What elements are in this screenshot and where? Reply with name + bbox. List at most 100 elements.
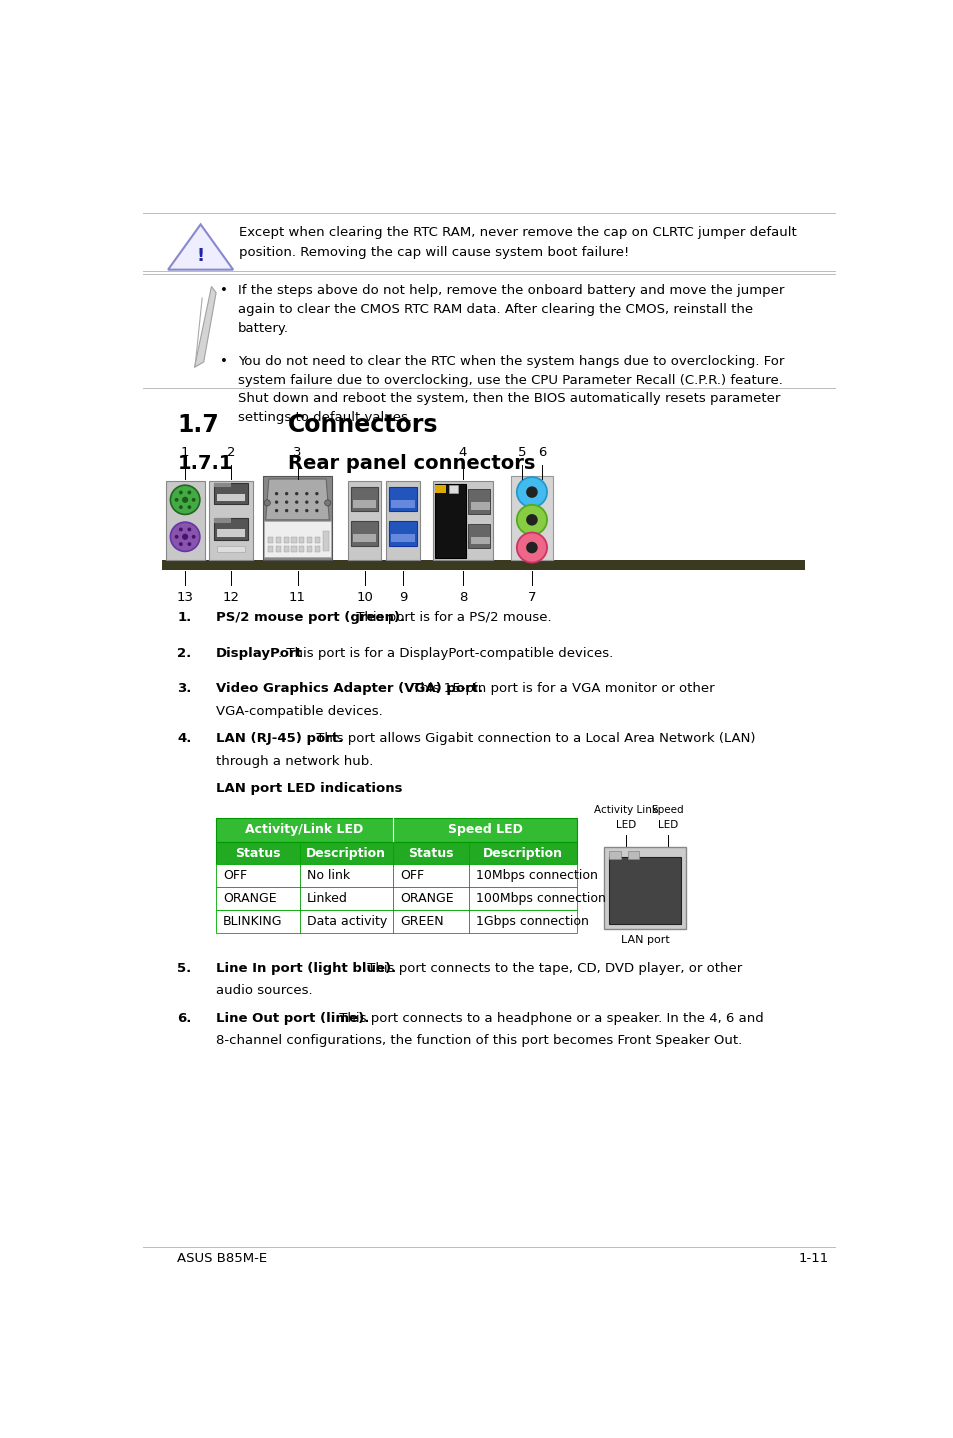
Circle shape <box>517 532 546 562</box>
Bar <box>209 480 253 559</box>
Bar <box>351 522 377 546</box>
Bar <box>275 536 281 544</box>
Text: settings to default values.: settings to default values. <box>237 411 412 424</box>
Bar <box>262 476 332 559</box>
Text: Description: Description <box>482 847 562 860</box>
Bar <box>213 518 248 539</box>
Text: Shut down and reboot the system, then the BIOS automatically resets parameter: Shut down and reboot the system, then th… <box>237 393 780 406</box>
Circle shape <box>182 533 188 539</box>
Text: LAN port LED indications: LAN port LED indications <box>216 782 402 795</box>
Bar <box>213 518 231 523</box>
Text: 4.: 4. <box>177 732 192 745</box>
Circle shape <box>314 492 318 495</box>
Circle shape <box>174 535 178 539</box>
Polygon shape <box>266 479 329 519</box>
Text: •: • <box>220 285 228 298</box>
Text: Speed LED: Speed LED <box>447 824 522 837</box>
Bar <box>216 910 577 932</box>
Bar <box>470 502 490 510</box>
Text: Line Out port (lime).: Line Out port (lime). <box>216 1012 369 1025</box>
Text: ORANGE: ORANGE <box>399 892 453 905</box>
Text: Speed: Speed <box>651 805 683 815</box>
Text: This port is for a PS/2 mouse.: This port is for a PS/2 mouse. <box>352 611 551 624</box>
Text: Activity/Link LED: Activity/Link LED <box>245 824 363 837</box>
Text: PS/2 mouse port (green).: PS/2 mouse port (green). <box>216 611 405 624</box>
Text: Line In port (light blue).: Line In port (light blue). <box>216 962 395 975</box>
Bar <box>348 480 381 559</box>
Bar <box>468 489 490 513</box>
Text: Connectors: Connectors <box>288 413 438 437</box>
Circle shape <box>305 492 308 495</box>
Circle shape <box>525 542 537 554</box>
Text: audio sources.: audio sources. <box>216 985 313 998</box>
Bar <box>298 536 304 544</box>
Bar <box>385 480 419 559</box>
Circle shape <box>187 542 192 546</box>
Text: VGA-compatible devices.: VGA-compatible devices. <box>216 705 382 718</box>
Text: BLINKING: BLINKING <box>223 915 282 928</box>
Bar <box>389 522 416 546</box>
Text: ORANGE: ORANGE <box>223 892 276 905</box>
Circle shape <box>305 500 308 503</box>
Bar <box>291 546 296 552</box>
Circle shape <box>174 498 178 502</box>
Text: 13: 13 <box>176 591 193 604</box>
Circle shape <box>285 500 288 503</box>
Text: Description: Description <box>306 847 386 860</box>
Bar <box>216 493 245 502</box>
Text: If the steps above do not help, remove the onboard battery and move the jumper: If the steps above do not help, remove t… <box>237 285 783 298</box>
Text: 1.: 1. <box>177 611 192 624</box>
Bar <box>216 546 245 552</box>
Text: 8-channel configurations, the function of this port becomes Front Speaker Out.: 8-channel configurations, the function o… <box>216 1034 741 1047</box>
Text: GREEN: GREEN <box>399 915 443 928</box>
Circle shape <box>192 498 195 502</box>
Text: 6.: 6. <box>177 1012 192 1025</box>
Circle shape <box>192 535 195 539</box>
Text: 3: 3 <box>293 446 301 459</box>
Circle shape <box>182 496 188 503</box>
Bar <box>314 546 319 552</box>
Bar <box>608 851 620 858</box>
Circle shape <box>187 528 192 532</box>
Bar <box>216 887 577 910</box>
Circle shape <box>179 542 183 546</box>
Circle shape <box>187 505 192 509</box>
Bar <box>213 483 248 505</box>
Circle shape <box>314 509 318 512</box>
Text: 5: 5 <box>517 446 525 459</box>
Text: This port connects to a headphone or a speaker. In the 4, 6 and: This port connects to a headphone or a s… <box>335 1012 763 1025</box>
Bar <box>307 546 312 552</box>
Text: Data activity: Data activity <box>307 915 387 928</box>
Circle shape <box>171 485 199 515</box>
Bar <box>162 559 804 569</box>
Circle shape <box>314 500 318 503</box>
Bar <box>283 546 289 552</box>
Text: . This port is for a DisplayPort-compatible devices.: . This port is for a DisplayPort-compati… <box>278 647 613 660</box>
Bar <box>216 818 577 841</box>
Bar <box>166 480 204 559</box>
Text: Activity Link: Activity Link <box>594 805 658 815</box>
Polygon shape <box>194 286 216 367</box>
Text: 10: 10 <box>355 591 373 604</box>
Bar <box>470 536 490 545</box>
Text: No link: No link <box>307 869 350 883</box>
Circle shape <box>285 492 288 495</box>
Circle shape <box>517 505 546 535</box>
Circle shape <box>517 477 546 508</box>
Bar <box>291 536 296 544</box>
Bar <box>435 483 465 558</box>
Text: DisplayPort: DisplayPort <box>216 647 303 660</box>
Text: !: ! <box>196 247 205 265</box>
Bar <box>264 522 331 557</box>
Text: 3.: 3. <box>177 682 192 695</box>
Bar <box>314 536 319 544</box>
Text: LAN (RJ-45) port.: LAN (RJ-45) port. <box>216 732 343 745</box>
Text: 1: 1 <box>181 446 190 459</box>
Polygon shape <box>168 224 233 270</box>
Circle shape <box>274 500 278 503</box>
Text: 1.7.1: 1.7.1 <box>177 454 233 473</box>
Circle shape <box>305 509 308 512</box>
Text: again to clear the CMOS RTC RAM data. After clearing the CMOS, reinstall the: again to clear the CMOS RTC RAM data. Af… <box>237 303 752 316</box>
Text: 9: 9 <box>398 591 407 604</box>
Text: 100Mbps connection: 100Mbps connection <box>476 892 605 905</box>
